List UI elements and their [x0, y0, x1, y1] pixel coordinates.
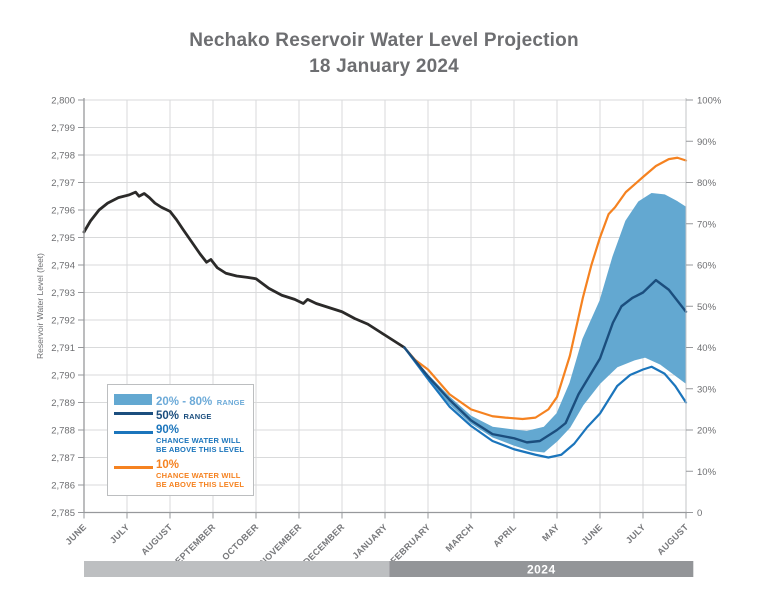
- y-tick-label-right: 0: [697, 508, 702, 519]
- legend-band-swatch: [114, 394, 152, 405]
- series-p50: [403, 278, 688, 444]
- x-tick-label: AUGUST: [655, 522, 690, 557]
- y-tick-label-right: 40%: [697, 343, 717, 354]
- y-tick-label-right: 20%: [697, 426, 717, 437]
- legend-p50-label: 50% RANGE: [156, 406, 212, 424]
- legend: 20% - 80% RANGE 50% RANGE 90% CHANCE WAT…: [107, 384, 254, 496]
- y-tick-label-right: 30%: [697, 384, 717, 395]
- y-axis-title: Reservoir Water Level (feet): [35, 253, 45, 359]
- legend-p90-subtext-1: CHANCE WATER WILL: [156, 436, 241, 445]
- y-tick-label-left: 2,788: [51, 426, 75, 437]
- year-bar-2024: [389, 561, 694, 577]
- legend-p90-label: 90% CHANCE WATER WILL BE ABOVE THIS LEVE…: [156, 424, 244, 454]
- x-tick-label: FEBRUARY: [389, 522, 433, 566]
- y-tick-label-left: 2,799: [51, 123, 75, 134]
- y-tick-label-right: 70%: [697, 219, 717, 230]
- chart-subtitle: 18 January 2024: [309, 56, 459, 77]
- y-tick-label-left: 2,797: [51, 178, 75, 189]
- legend-p90-value: 90%: [156, 424, 180, 436]
- y-tick-label-left: 2,787: [51, 453, 75, 464]
- y-tick-label-right: 50%: [697, 302, 717, 313]
- y-tick-label-left: 2,791: [51, 343, 75, 354]
- series-p90: [403, 346, 688, 459]
- legend-p50-suffix: RANGE: [183, 412, 212, 421]
- x-tick-label: DECEMBER: [301, 522, 346, 567]
- legend-p50-value: 50%: [156, 410, 180, 422]
- y-tick-label-left: 2,793: [51, 288, 75, 299]
- x-tick-label: AUGUST: [139, 522, 174, 557]
- series-historical: [82, 190, 406, 349]
- y-tick-label-left: 2,789: [51, 398, 75, 409]
- legend-band-suffix: RANGE: [216, 398, 245, 407]
- x-tick-label: JANUARY: [350, 522, 389, 561]
- x-tick-label: JUNE: [580, 522, 605, 547]
- x-tick-label: NOVEMBER: [258, 522, 304, 568]
- legend-p90-swatch: [114, 431, 153, 434]
- y-tick-label-left: 2,792: [51, 316, 75, 327]
- x-tick-label: APRIL: [491, 522, 518, 549]
- legend-p10-label: 10% CHANCE WATER WILL BE ABOVE THIS LEVE…: [156, 459, 244, 489]
- y-tick-label-right: 80%: [697, 178, 717, 189]
- y-tick-label-left: 2,795: [51, 233, 75, 244]
- x-tick-label: OCTOBER: [220, 522, 260, 562]
- x-tick-label: MAY: [540, 522, 561, 543]
- x-tick-label: JULY: [624, 522, 648, 546]
- band-20-80-range: [403, 193, 687, 453]
- y-tick-label-left: 2,790: [51, 371, 75, 382]
- y-tick-label-left: 2,796: [51, 206, 75, 217]
- x-tick-label: MARCH: [444, 522, 476, 554]
- legend-band-label: 20% - 80% RANGE: [156, 392, 245, 410]
- year-bar-label: 2024: [527, 563, 556, 577]
- title-block: Nechako Reservoir Water Level Projection…: [0, 28, 768, 80]
- y-tick-label-left: 2,794: [51, 261, 75, 272]
- y-tick-label-left: 2,786: [51, 481, 75, 492]
- y-tick-label-right: 60%: [697, 261, 717, 272]
- legend-band-value: 20% - 80%: [156, 396, 213, 408]
- year-bar-prior: [84, 561, 390, 577]
- y-tick-label-right: 100%: [697, 96, 722, 107]
- chart-title: Nechako Reservoir Water Level Projection: [189, 30, 579, 51]
- y-tick-label-left: 2,785: [51, 508, 75, 519]
- y-tick-label-left: 2,800: [51, 96, 75, 107]
- legend-p10-subtext-2: BE ABOVE THIS LEVEL: [156, 480, 245, 489]
- x-tick-label: JULY: [108, 522, 132, 546]
- legend-p10-subtext-1: CHANCE WATER WILL: [156, 471, 241, 480]
- legend-p50-swatch: [114, 412, 153, 415]
- legend-p90-subtext-2: BE ABOVE THIS LEVEL: [156, 445, 245, 454]
- series-p10: [403, 156, 688, 421]
- y-tick-label-left: 2,798: [51, 151, 75, 162]
- legend-p10-value: 10%: [156, 459, 180, 471]
- legend-p10-swatch: [114, 466, 153, 469]
- y-tick-label-right: 10%: [697, 467, 717, 478]
- x-tick-label: JUNE: [64, 522, 89, 547]
- y-tick-label-right: 90%: [697, 137, 717, 148]
